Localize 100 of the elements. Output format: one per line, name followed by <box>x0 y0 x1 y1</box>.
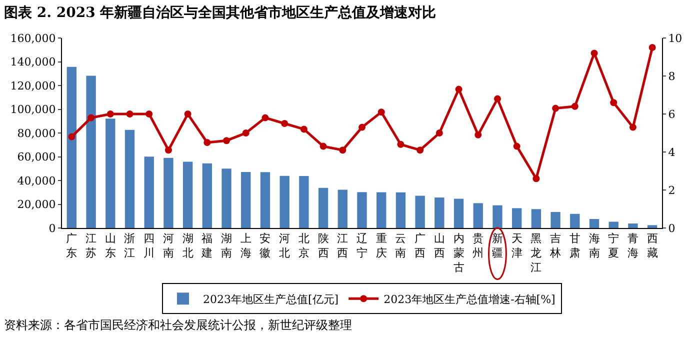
point <box>610 99 618 106</box>
x-tick-label: 江西 <box>337 232 348 260</box>
point <box>455 86 462 93</box>
bar <box>144 156 154 228</box>
x-tick-label: 青海 <box>627 232 638 260</box>
x-tick-label: 江苏 <box>86 232 97 260</box>
x-tick-label: 天津 <box>511 232 522 260</box>
point <box>648 44 656 51</box>
bar <box>357 192 367 228</box>
point <box>146 110 153 118</box>
y-tick-label: 20,000 <box>17 198 56 212</box>
bar <box>338 190 348 228</box>
bar <box>299 176 309 228</box>
y-tick-label: 60,000 <box>17 150 56 164</box>
x-tick-label: 云南 <box>395 232 406 260</box>
y-tick-label: 140,000 <box>10 56 56 69</box>
bar <box>241 172 251 228</box>
x-tick-label: 甘肃 <box>569 232 580 260</box>
y2-tick-label: 0 <box>668 222 676 235</box>
y2-tick-label: 10 <box>668 32 682 45</box>
x-tick-label: 海南 <box>588 232 600 260</box>
point <box>242 130 250 136</box>
x-tick-label: 河南 <box>162 232 174 260</box>
bar <box>202 163 212 228</box>
y-tick-label: 80,000 <box>17 126 56 140</box>
y-tick-label: 40,000 <box>17 174 56 188</box>
point <box>223 137 230 144</box>
y2-tick-label: 4 <box>668 146 676 159</box>
point <box>397 140 404 148</box>
y-tick-label: 100,000 <box>10 103 56 116</box>
legend-label: 2023年地区生产总值增速-右轴[%] <box>384 292 556 306</box>
point <box>378 108 385 116</box>
point <box>300 126 308 133</box>
bar <box>164 158 174 228</box>
x-tick-label: 浙江 <box>124 232 136 260</box>
bar <box>396 192 406 228</box>
bar <box>86 76 96 228</box>
point <box>436 130 443 136</box>
x-tick-label: 黑龙江 <box>530 232 542 274</box>
x-tick-label: 上海 <box>240 232 252 260</box>
point <box>164 146 172 154</box>
y2-tick-label: 6 <box>668 108 676 121</box>
x-tick-label: 辽宁 <box>356 232 368 260</box>
bar <box>647 225 658 228</box>
point <box>204 139 211 146</box>
x-tick-label: 安徽 <box>260 232 271 260</box>
bar <box>415 196 425 228</box>
point <box>416 146 424 154</box>
bar <box>492 205 502 228</box>
point <box>532 175 540 182</box>
point <box>513 142 520 150</box>
bar <box>66 66 77 228</box>
x-tick-label: 贵州 <box>472 232 484 260</box>
bar <box>434 197 444 228</box>
point <box>184 110 192 118</box>
x-tick-label: 北京 <box>298 232 310 260</box>
x-tick-label: 西藏 <box>646 232 658 260</box>
point <box>358 124 366 131</box>
x-tick-label: 广西 <box>414 232 426 260</box>
bar <box>106 118 116 228</box>
point <box>320 142 327 150</box>
point <box>88 114 95 122</box>
bar <box>531 209 542 228</box>
x-tick-label: 内蒙古 <box>453 232 464 274</box>
x-tick-label: 吉林 <box>549 232 562 260</box>
bar <box>589 218 600 228</box>
legend-label: 2023年地区生产总值[亿元] <box>203 292 339 306</box>
y-tick-label: 160,000 <box>10 32 56 45</box>
point <box>629 124 636 131</box>
point <box>571 102 578 110</box>
bar <box>124 130 135 228</box>
x-tick-label: 宁夏 <box>608 232 620 260</box>
bar <box>260 172 270 228</box>
y2-tick-label: 2 <box>668 184 676 197</box>
bar <box>182 162 193 228</box>
y2-tick-label: 8 <box>668 70 676 83</box>
point <box>262 114 269 122</box>
bar <box>512 208 522 228</box>
bar <box>318 188 328 228</box>
y-tick-label: 0 <box>48 222 56 235</box>
x-tick-label: 山西 <box>434 232 445 260</box>
x-tick-label: 新疆 <box>492 232 503 260</box>
bar <box>222 168 232 228</box>
bar <box>608 222 618 228</box>
point <box>68 133 76 140</box>
x-tick-label: 福建 <box>200 232 213 260</box>
point <box>281 120 288 127</box>
y-tick-label: 120,000 <box>10 79 56 92</box>
x-tick-label: 湖南 <box>221 232 232 260</box>
bar <box>628 223 638 228</box>
bar <box>570 214 580 228</box>
x-tick-label: 山东 <box>104 232 116 260</box>
text: 资料来源：各省市国民经济和社会发展统计公报，新世纪评级整理 <box>4 318 352 332</box>
point <box>552 104 560 112</box>
x-tick-label: 重庆 <box>376 232 387 260</box>
point <box>339 146 346 154</box>
x-tick-label: 四川 <box>144 232 155 260</box>
bar <box>550 212 560 228</box>
point <box>126 110 134 118</box>
bar <box>473 203 483 228</box>
